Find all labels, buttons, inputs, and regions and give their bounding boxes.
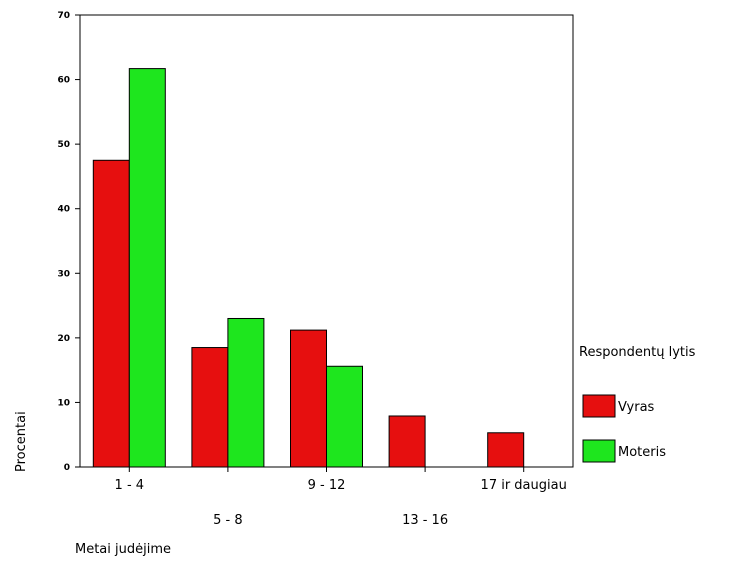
x-tick-label: 13 - 16 <box>402 513 448 528</box>
bar-vyras-2 <box>290 329 327 468</box>
bar-moteris-1 <box>227 317 265 468</box>
bar-moteris-0 <box>128 68 166 468</box>
y-tick-label: 40 <box>57 205 70 215</box>
plot-frame <box>79 14 574 468</box>
x-tick-label: 1 - 4 <box>115 478 145 493</box>
x-tick-label: 9 - 12 <box>308 478 346 493</box>
y-tick-label: 50 <box>57 140 70 150</box>
bar-vyras-4 <box>487 432 525 468</box>
bar-vyras-1 <box>191 347 229 468</box>
legend-label-moteris: Moteris <box>618 445 666 460</box>
y-tick-label: 70 <box>57 11 70 21</box>
legend-label-vyras: Vyras <box>618 400 655 415</box>
x-axis-ticks: 1 - 4 5 - 8 9 - 12 13 - 16 17 ir daugiau <box>115 467 567 528</box>
legend: Respondentų lytis Vyras Moteris <box>579 345 696 463</box>
y-tick-label: 0 <box>64 463 70 473</box>
bar-moteris-2 <box>326 365 363 468</box>
y-tick-label: 20 <box>57 334 70 344</box>
y-tick-label: 30 <box>57 269 70 279</box>
legend-swatch-vyras <box>582 394 616 418</box>
y-tick-label: 60 <box>57 76 70 86</box>
y-axis-title: Procentai <box>14 411 29 472</box>
y-axis-ticks: 0 10 20 30 40 50 60 70 <box>57 11 80 473</box>
bar-vyras-0 <box>92 159 130 468</box>
x-axis-title: Metai judėjime <box>75 542 171 557</box>
legend-swatch-moteris <box>582 439 616 463</box>
legend-title: Respondentų lytis <box>579 345 696 360</box>
x-tick-label: 5 - 8 <box>213 513 243 528</box>
y-tick-label: 10 <box>57 398 70 408</box>
bar-vyras-3 <box>388 415 426 468</box>
bars <box>92 68 525 468</box>
x-tick-label: 17 ir daugiau <box>481 478 567 493</box>
